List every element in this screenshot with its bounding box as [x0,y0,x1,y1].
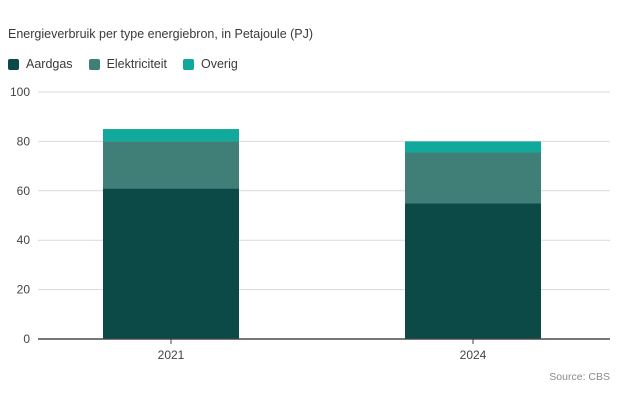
legend-swatch-elektriciteit [88,58,100,70]
bar-segment-elektriciteit-2024 [405,152,541,204]
chart-title: Energieverbruik per type energiebron, in… [8,27,314,41]
legend-label-overig: Overig [201,57,238,71]
y-tick-label: 20 [17,283,31,297]
x-tick-label: 2021 [158,348,185,362]
bar-segment-overig-2021 [103,129,239,142]
bar-segment-aardgas-2021 [103,188,239,339]
legend-item-elektriciteit: Elektriciteit [88,57,167,71]
legend-swatch-aardgas [8,58,19,70]
legend-label-aardgas: Aardgas [26,57,73,71]
legend-item-overig: Overig [183,57,238,71]
bar-segment-aardgas-2024 [405,203,541,339]
legend-item-aardgas: Aardgas [8,57,73,71]
legend-label-elektriciteit: Elektriciteit [106,57,167,71]
y-tick-label: 60 [17,184,31,198]
source-note: Source: CBS [549,371,610,383]
y-tick-label: 80 [17,134,31,148]
legend-swatch-overig [183,58,194,70]
bar-segment-elektriciteit-2021 [103,141,239,189]
y-tick-label: 40 [17,233,31,247]
x-tick-label: 2024 [460,348,487,362]
y-tick-label: 100 [10,85,30,99]
bar-segment-overig-2024 [405,141,541,153]
y-tick-label: 0 [23,332,30,346]
legend: Aardgas Elektriciteit Overig [8,57,254,71]
